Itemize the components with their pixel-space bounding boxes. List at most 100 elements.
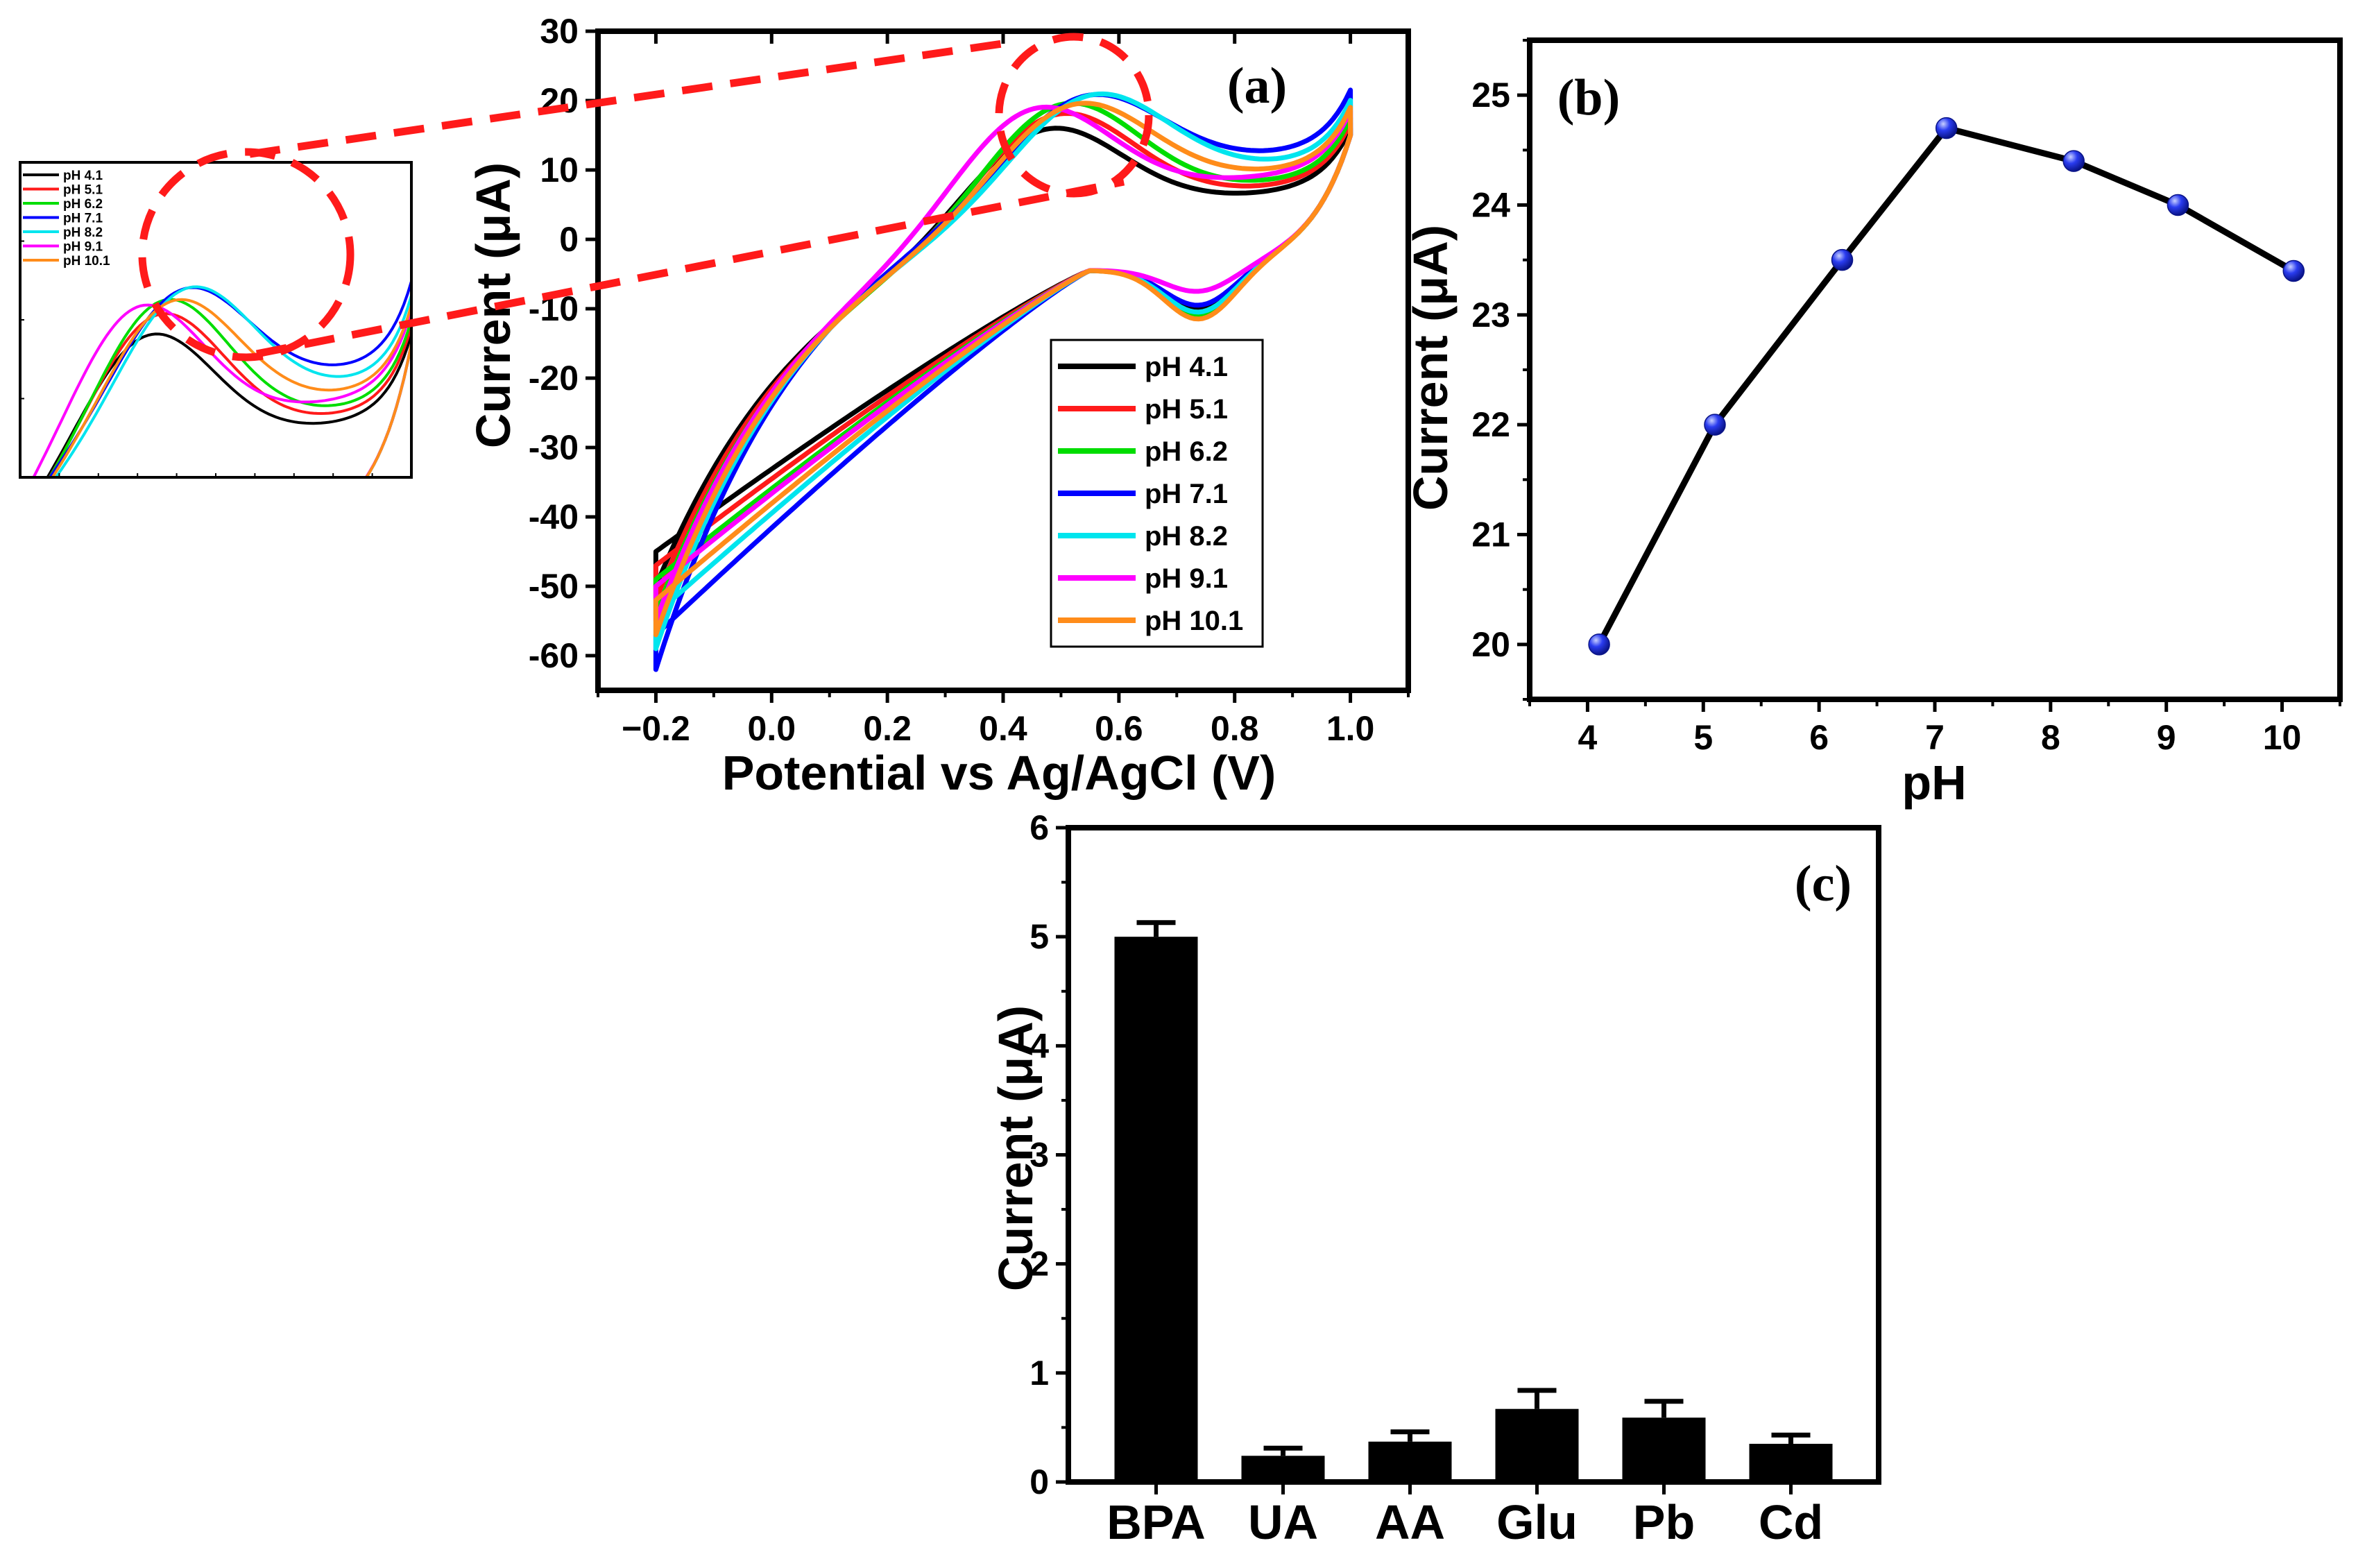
x-category-label: Glu [1496,1495,1578,1549]
y-tick-label: 23 [1471,296,1510,334]
x-category-label: BPA [1107,1495,1206,1549]
ph-data-point [1704,414,1726,436]
y-tick-label: -30 [529,428,579,467]
y-tick-label: 6 [1030,808,1049,847]
y-tick-label: 20 [1471,625,1510,664]
panel-b-axes: 4 5 6 7 8 9 10 25 24 23 22 21 20 [1471,39,2341,757]
y-tick-label: -60 [529,636,579,675]
y-tick-label: -20 [529,359,579,398]
panel-c: 6 5 4 3 2 1 0 BPA UA AA Glu Pb Cd Current (μA) (c) [989,808,1881,1549]
panel-b-plot [1588,117,2305,656]
x-category-label: Pb [1633,1495,1695,1549]
x-tick-label: −0.2 [622,709,690,748]
x-tick-label: 6 [1809,718,1829,757]
panel-a: −0.2 0.0 0.2 0.4 0.6 0.8 1.03020100-10-20-30-4… [466,12,1411,800]
x-tick-label: 0.2 [863,709,912,748]
y-tick-label: 0 [1030,1463,1049,1501]
inset-legend-label: pH 7.1 [63,212,103,226]
inset-ticks [20,240,373,477]
legend-label: pH 9.1 [1145,563,1228,594]
inset-legend-label: pH 8.2 [63,225,103,240]
cv-curve-pH-10-1 [653,101,1353,638]
x-tick-label: 8 [2041,718,2060,757]
panel-b-ylabel: Current (μA) [1403,225,1458,511]
inset-legend-label: pH 6.2 [63,197,103,212]
y-tick-label: -50 [529,567,579,606]
legend-label: pH 4.1 [1145,352,1228,382]
x-tick-label: 10 [2263,718,2302,757]
y-tick-label: 21 [1471,515,1510,554]
panel-a-axes: −0.2 0.0 0.2 0.4 0.6 0.8 1.03020100-10-20-30-4… [529,12,1410,748]
cv-curves [653,87,1353,672]
inset-curve [46,332,411,477]
x-tick-label: 5 [1693,718,1713,757]
y-tick-label: 2 [1030,1245,1049,1284]
zoom-annotation [138,33,1153,361]
zoom-circle-inset [138,148,354,361]
x-tick-label: 0.4 [979,709,1027,748]
x-category-label: Cd [1759,1495,1823,1549]
bar-BPA [1114,937,1198,1482]
x-tick-label: 0.8 [1211,709,1259,748]
y-tick-label: 30 [540,12,579,51]
bar-Glu [1495,1408,1579,1482]
panel-b-label: (b) [1557,69,1620,126]
inset-curves [32,280,411,477]
panel-c-ylabel: Current (μA) [989,1005,1043,1291]
panel-a-legend: pH 4.1 pH 5.1 pH 6.2 pH 7.1 pH 8.2 pH 9.1 pH 1… [1050,339,1264,648]
x-tick-label: 0.0 [748,709,796,748]
ph-data-point [1588,633,1610,656]
ph-data-point [2167,194,2189,216]
panel-b-xlabel: pH [1902,756,1966,810]
panel-b: 4 5 6 7 8 9 10 25 24 23 22 21 20 pH Current (μA) (b) [1403,37,2343,810]
zoom-line-top [249,37,1017,158]
panel-c-plot: BPA UA AA Glu Pb Cd [1107,920,1833,1549]
y-tick-label: 5 [1030,917,1049,956]
inset-legend-label: pH 5.1 [63,183,103,198]
inset-legend-label: pH 10.1 [63,254,110,269]
inset-curve [47,312,411,477]
y-tick-label: 22 [1471,405,1510,444]
x-tick-label: 4 [1578,718,1598,757]
legend-label: pH 8.2 [1145,521,1228,552]
y-tick-label: 0 [559,220,579,259]
y-tick-label: 10 [540,151,579,189]
legend-label: pH 5.1 [1145,394,1228,425]
y-tick-label: -40 [529,497,579,536]
inset-curve [48,298,411,477]
bar-AA [1368,1441,1452,1482]
x-category-label: AA [1375,1495,1445,1549]
legend-label: pH 10.1 [1145,606,1243,636]
inset-legend: pH 4.1pH 5.1pH 6.2pH 7.1pH 8.2pH 9.1pH 1… [23,169,110,269]
panel-c-label: (c) [1795,855,1852,912]
legend-label: pH 7.1 [1145,479,1228,509]
y-tick-label: 25 [1471,76,1510,114]
y-tick-label: 1 [1030,1354,1049,1392]
bar-Pb [1622,1417,1706,1482]
x-tick-label: 0.6 [1095,709,1143,748]
inset-panel: pH 4.1pH 5.1pH 6.2pH 7.1pH 8.2pH 9.1pH 1… [19,161,413,479]
ph-data-point [1831,248,1854,271]
bar-Cd [1749,1443,1833,1482]
y-tick-label: 3 [1030,1136,1049,1175]
ph-series-line [1596,125,2296,646]
inset-legend-label: pH 9.1 [63,240,103,255]
inset-legend-label: pH 4.1 [63,169,103,183]
x-tick-label: 9 [2157,718,2176,757]
ph-data-point [2282,259,2305,282]
panel-c-axes: 6 5 4 3 2 1 0 [1030,808,1068,1501]
x-tick-label: 1.0 [1326,709,1375,748]
y-tick-label: 24 [1471,186,1510,225]
panel-a-xlabel: Potential vs Ag/AgCl (V) [722,746,1276,800]
legend-label: pH 6.2 [1145,436,1228,467]
x-tick-label: 7 [1925,718,1945,757]
zoom-line-bottom [255,178,1125,358]
panel-a-frame [595,28,1411,693]
bar-UA [1241,1456,1325,1482]
inset-curve [32,303,411,477]
x-category-label: UA [1248,1495,1318,1549]
ph-data-point [2062,150,2085,172]
y-tick-label: 4 [1030,1026,1049,1065]
ph-data-point [1935,117,1958,139]
